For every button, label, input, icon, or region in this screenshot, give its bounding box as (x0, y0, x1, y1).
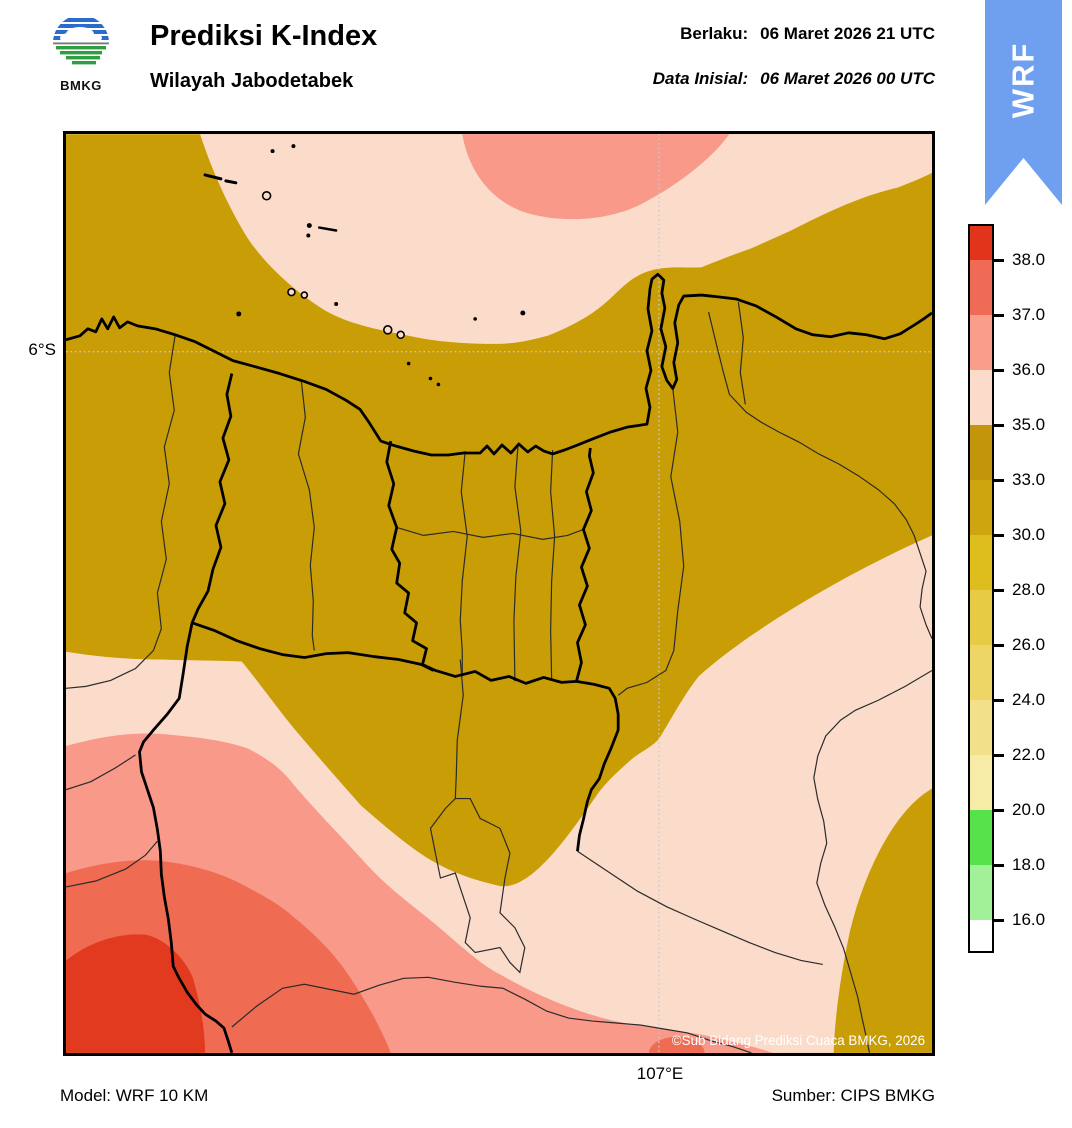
kindex-map: ©Sub Bidang Prediksi Cuaca BMKG, 2026 (65, 134, 933, 1054)
validity-block: Berlaku: 06 Maret 2026 21 UTC Data Inisia… (515, 24, 935, 89)
colorbar-tick-mark (994, 643, 1004, 647)
wrf-ribbon-label: WRF (1005, 41, 1041, 119)
region-gold-southeast (833, 788, 932, 1053)
colorbar-tick-mark (994, 863, 1004, 867)
valid-time-line: Berlaku: 06 Maret 2026 21 UTC (515, 24, 935, 44)
colorbar-tick-mark (994, 313, 1004, 317)
lon-tick-label: 107°E (636, 1064, 684, 1083)
colorbar-tick-label: 35.0 (1012, 415, 1046, 434)
init-time-line: Data Inisial: 06 Maret 2026 00 UTC (515, 69, 935, 89)
colorbar-tick-label: 30.0 (1012, 525, 1046, 544)
colorbar-cell (970, 535, 992, 590)
colorbar-tick-mark (994, 533, 1004, 537)
province-boundaries (138, 373, 620, 1054)
colorbar-cell (970, 590, 992, 645)
wrf-ribbon (985, 0, 1062, 205)
colorbar-tick-mark (994, 368, 1004, 372)
colorbar-cell (970, 226, 992, 260)
colorbar-cell (970, 865, 992, 920)
colorbar-tick-label: 33.0 (1012, 470, 1046, 489)
islands (203, 144, 526, 387)
colorbar-tick-label: 26.0 (1012, 635, 1046, 654)
colorbar-tick-label: 22.0 (1012, 745, 1046, 764)
colorbar-cell (970, 425, 992, 480)
colorbar-cell (970, 480, 992, 535)
colorbar-cell (970, 920, 992, 951)
colorbar (968, 224, 994, 953)
region-red-medium-bottom (648, 1036, 705, 1053)
colorbar-tick-mark (994, 478, 1004, 482)
colorbar-cell (970, 700, 992, 755)
colorbar-tick-mark (994, 258, 1004, 262)
colorbar-tick-label: 37.0 (1012, 305, 1046, 324)
colorbar-cell (970, 810, 992, 865)
colorbar-tick-mark (994, 753, 1004, 757)
colorbar-cell (970, 370, 992, 425)
colorbar-cell (970, 315, 992, 370)
lat-tick-label: 6°S (28, 340, 56, 359)
init-time-label: Data Inisial: (652, 69, 749, 88)
map-frame: ©Sub Bidang Prediksi Cuaca BMKG, 2026 (63, 131, 935, 1056)
colorbar-tick-label: 16.0 (1012, 910, 1046, 929)
colorbar-tick-label: 38.0 (1012, 250, 1046, 269)
page-subtitle: Wilayah Jabodetabek (150, 70, 354, 92)
colorbar-tick-mark (994, 918, 1004, 922)
source-label: Sumber: CIPS BMKG (771, 1086, 935, 1105)
colorbar-tick-label: 36.0 (1012, 360, 1046, 379)
colorbar-tick-label: 28.0 (1012, 580, 1046, 599)
admin-boundaries-thin (65, 301, 933, 1054)
colorbar-cell (970, 260, 992, 315)
coastline (65, 272, 933, 457)
bmkg-logo: BMKG (49, 14, 113, 93)
valid-time-value: 06 Maret 2026 21 UTC (760, 24, 935, 43)
map-copyright: ©Sub Bidang Prediksi Cuaca BMKG, 2026 (672, 1033, 925, 1048)
colorbar-tick-mark (994, 808, 1004, 812)
region-red-strong-corner (66, 934, 206, 1053)
region-salmon-north (462, 134, 730, 220)
colorbar-tick-label: 18.0 (1012, 855, 1046, 874)
region-pink-north (200, 134, 932, 344)
colorbar-cell (970, 645, 992, 700)
model-label: Model: WRF 10 KM (60, 1086, 209, 1105)
page-title: Prediksi K-Index (150, 20, 378, 52)
bmkg-logo-label: BMKG (60, 78, 102, 93)
colorbar-tick-mark (994, 698, 1004, 702)
colorbar-tick-mark (994, 588, 1004, 592)
valid-time-label: Berlaku: (680, 24, 749, 43)
colorbar-tick-label: 20.0 (1012, 800, 1046, 819)
colorbar-tick-label: 24.0 (1012, 690, 1046, 709)
colorbar-tick-mark (994, 423, 1004, 427)
bmkg-logo-icon (53, 15, 109, 71)
colorbar-cell (970, 755, 992, 810)
init-time-value: 06 Maret 2026 00 UTC (760, 69, 935, 88)
